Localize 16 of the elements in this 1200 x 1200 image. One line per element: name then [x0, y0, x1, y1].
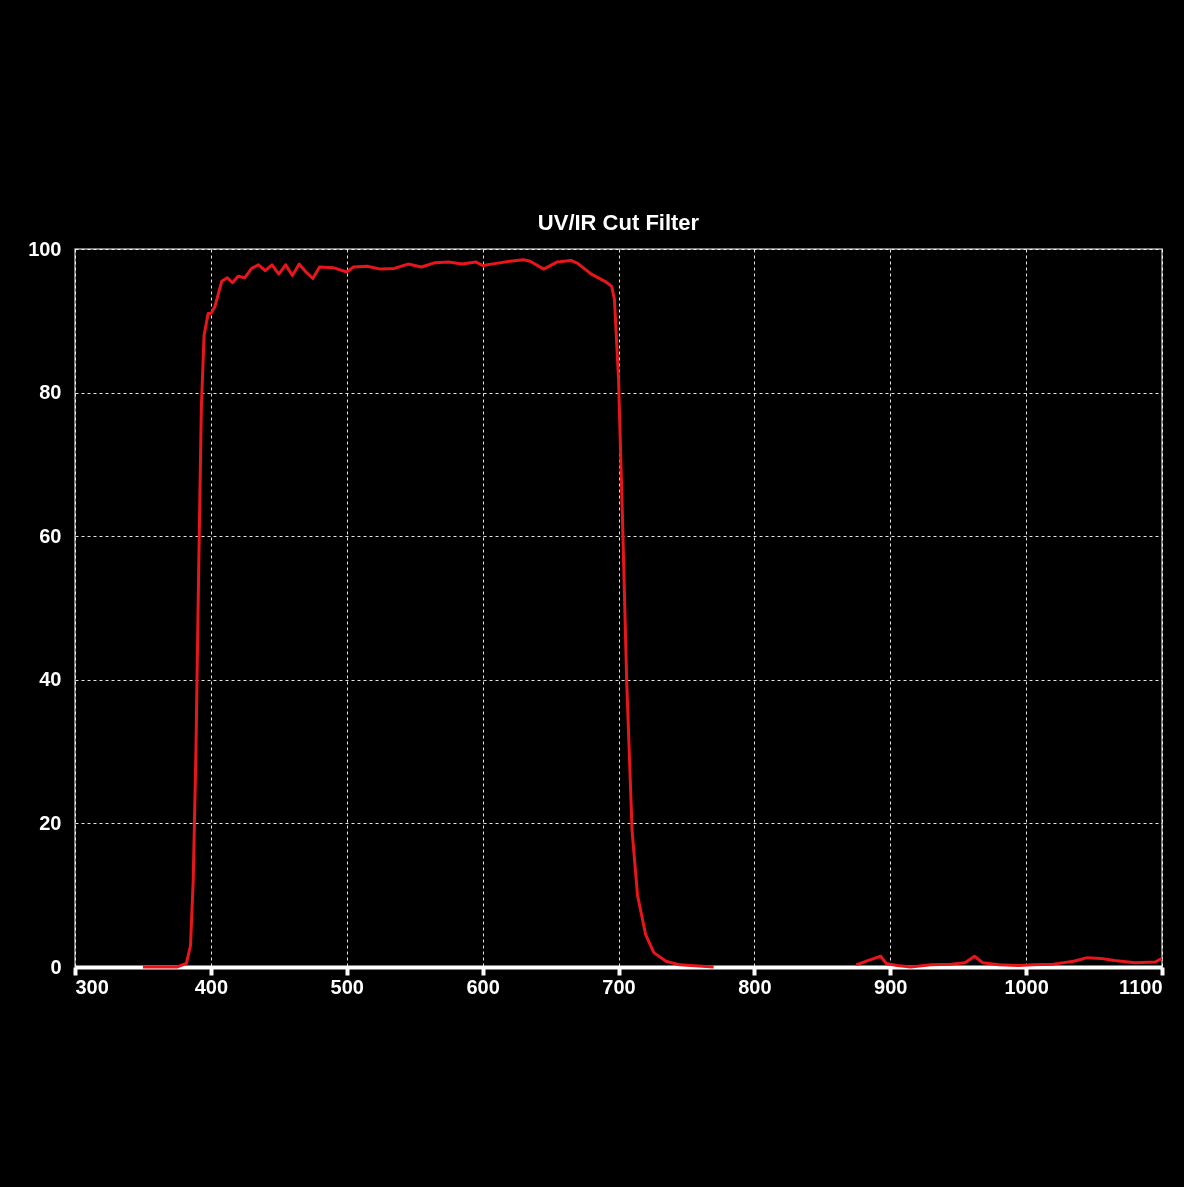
x-tick-label: 600 — [466, 975, 500, 998]
x-tick-label: 900 — [874, 975, 908, 998]
x-tick-label: 1000 — [1004, 975, 1049, 998]
y-tick-label: 0 — [50, 955, 62, 978]
x-tick-label: 400 — [194, 975, 229, 998]
y-tick-label: 80 — [39, 381, 62, 404]
x-tick-label: 500 — [330, 975, 364, 998]
x-tick-label: 700 — [602, 975, 636, 998]
y-tick-label: 100 — [28, 237, 62, 260]
y-tick-label: 20 — [39, 811, 62, 834]
y-tick-label: 60 — [39, 524, 62, 547]
x-tick-label: 300 — [75, 975, 109, 998]
x-tick-label: 800 — [738, 975, 772, 998]
chart-title: UV/IR Cut Filter — [537, 210, 700, 235]
x-tick-label: 1100 — [1119, 975, 1163, 998]
y-tick-label: 40 — [39, 668, 62, 691]
